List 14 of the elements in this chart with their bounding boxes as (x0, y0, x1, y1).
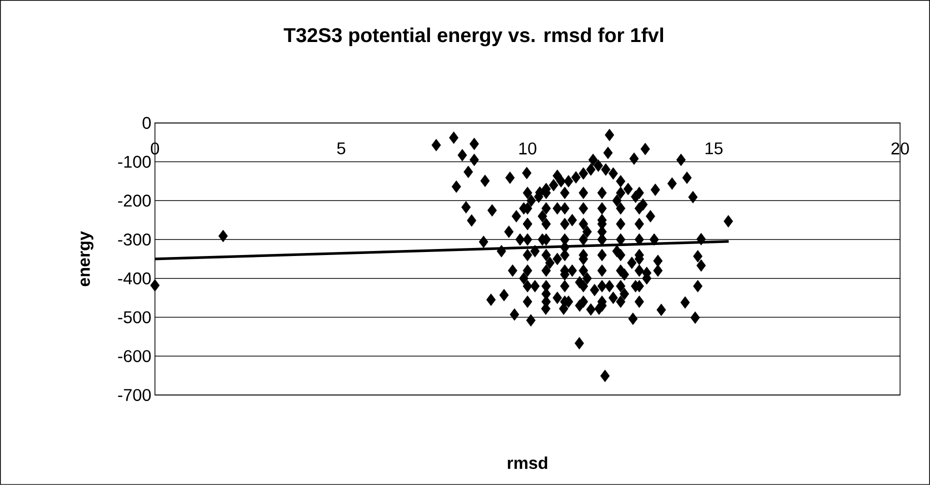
y-tick-label: -300 (118, 234, 151, 246)
x-tick-label: 5 (337, 142, 346, 154)
y-tick-label: -400 (118, 272, 151, 284)
y-axis-title: energy (80, 231, 94, 286)
chart-title: T32S3 potential energy vs. rmsd for 1fvl (284, 28, 664, 46)
x-axis-title: rmsd (508, 456, 548, 470)
y-tick-label: -700 (118, 389, 151, 402)
y-tick-label: -600 (118, 350, 151, 362)
x-tick-label: 10 (519, 142, 536, 155)
y-tick-label: -500 (118, 311, 151, 324)
y-tick-label: -200 (118, 194, 151, 207)
y-tick-label: -100 (118, 156, 151, 168)
y-tick-label: 0 (142, 116, 151, 129)
x-tick-label: 15 (706, 142, 723, 154)
